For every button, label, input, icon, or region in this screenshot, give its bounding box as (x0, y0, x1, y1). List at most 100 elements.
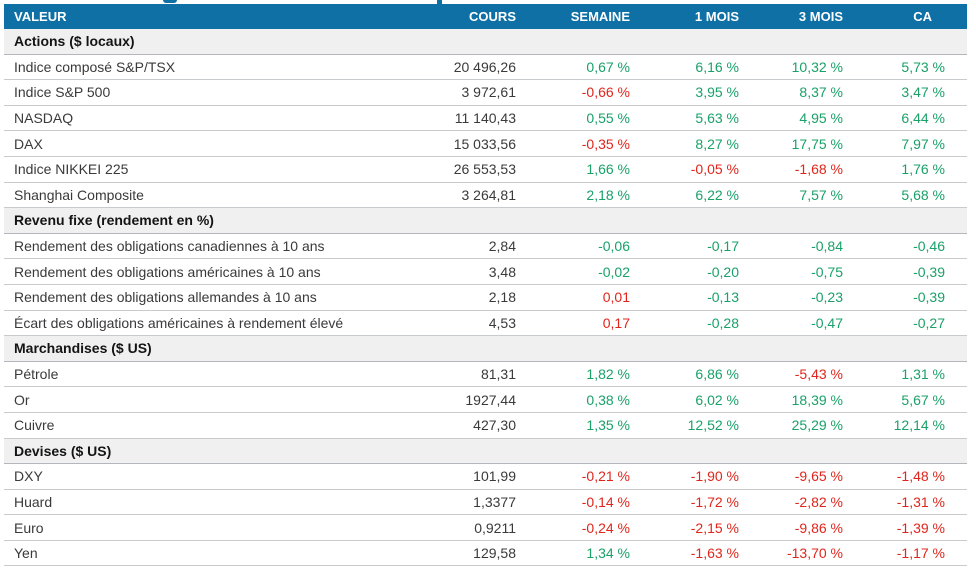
section-row: Actions ($ locaux) (4, 29, 967, 55)
row-label: Huard (4, 489, 434, 516)
change-value-semaine: -0,24 % (516, 514, 630, 541)
change-value-semaine: 1,66 % (516, 156, 630, 183)
row-label: Indice S&P 500 (4, 79, 434, 106)
table-row: Rendement des obligations canadiennes à … (4, 233, 967, 260)
section-row: Marchandises ($ US) (4, 335, 967, 362)
table-row: Euro 0,9211 -0,24 % -2,15 % -9,86 % -1,39 % (4, 514, 967, 541)
table-row: DAX 15 033,56 -0,35 % 8,27 % 17,75 % 7,97 % (4, 130, 967, 157)
change-value-3mois: -9,65 % (739, 463, 843, 490)
section-title: Marchandises ($ US) (4, 335, 967, 362)
change-value-ca: 1,31 % (843, 361, 967, 388)
table-row: Indice NIKKEI 225 26 553,53 1,66 % -0,05 % -… (4, 156, 967, 183)
table-row: DXY 101,99 -0,21 % -1,90 % -9,65 % -1,48 % (4, 463, 967, 490)
change-value-semaine: -0,21 % (516, 463, 630, 490)
change-value-1mois: -0,05 % (630, 156, 739, 183)
row-label: DXY (4, 463, 434, 490)
change-value-1mois: 6,16 % (630, 54, 739, 81)
change-value-semaine: 0,67 % (516, 54, 630, 81)
cours-value: 3 972,61 (434, 79, 516, 106)
row-label: DAX (4, 130, 434, 157)
change-value-semaine: 1,35 % (516, 412, 630, 439)
row-label: Or (4, 386, 434, 413)
change-value-ca: -1,48 % (843, 463, 967, 490)
change-value-ca: -0,46 (843, 233, 967, 260)
column-header-valeur: VALEUR (4, 4, 434, 29)
change-value-1mois: -2,15 % (630, 514, 739, 541)
change-value-ca: -0,39 (843, 258, 967, 285)
change-value-ca: -0,39 (843, 284, 967, 311)
cours-value: 81,31 (434, 361, 516, 388)
change-value-3mois: 4,95 % (739, 105, 843, 132)
cours-value: 1,3377 (434, 489, 516, 516)
row-label: Pétrole (4, 361, 434, 388)
table-row: Rendement des obligations américaines à … (4, 258, 967, 285)
cours-value: 4,53 (434, 310, 516, 337)
cropped-title-remnant (163, 0, 177, 3)
row-label: Indice composé S&P/TSX (4, 54, 434, 81)
column-header-1mois: 1 MOIS (630, 4, 739, 29)
change-value-ca: 5,73 % (843, 54, 967, 81)
change-value-semaine: -0,02 (516, 258, 630, 285)
table-row: Or 1927,44 0,38 % 6,02 % 18,39 % 5,67 % (4, 386, 967, 413)
cours-value: 2,18 (434, 284, 516, 311)
change-value-1mois: -0,17 (630, 233, 739, 260)
column-header-ca: CA (843, 4, 967, 29)
change-value-1mois: -0,13 (630, 284, 739, 311)
change-value-1mois: 6,02 % (630, 386, 739, 413)
row-label: Rendement des obligations américaines à … (4, 258, 434, 285)
change-value-3mois: -13,70 % (739, 540, 843, 567)
change-value-semaine: -0,06 (516, 233, 630, 260)
change-value-semaine: -0,66 % (516, 79, 630, 106)
cours-value: 3,48 (434, 258, 516, 285)
change-value-1mois: 8,27 % (630, 130, 739, 157)
column-header-3mois: 3 MOIS (739, 4, 843, 29)
change-value-ca: 5,68 % (843, 182, 967, 209)
change-value-3mois: -2,82 % (739, 489, 843, 516)
table-row: Shanghai Composite 3 264,81 2,18 % 6,22 % 7,… (4, 182, 967, 209)
change-value-ca: -1,17 % (843, 540, 967, 567)
change-value-3mois: -9,86 % (739, 514, 843, 541)
table-row: Écart des obligations américaines à rend… (4, 310, 967, 337)
cours-value: 0,9211 (434, 514, 516, 541)
change-value-semaine: 0,55 % (516, 105, 630, 132)
change-value-3mois: -0,23 (739, 284, 843, 311)
row-label: Rendement des obligations canadiennes à … (4, 233, 434, 260)
row-label: Yen (4, 540, 434, 567)
change-value-1mois: -0,20 (630, 258, 739, 285)
change-value-3mois: 8,37 % (739, 79, 843, 106)
change-value-3mois: 25,29 % (739, 412, 843, 439)
change-value-semaine: 1,34 % (516, 540, 630, 567)
row-label: Shanghai Composite (4, 182, 434, 209)
cours-value: 3 264,81 (434, 182, 516, 209)
row-label: Cuivre (4, 412, 434, 439)
table-row: Yen 129,58 1,34 % -1,63 % -13,70 % -1,17 % (4, 540, 967, 567)
cours-value: 26 553,53 (434, 156, 516, 183)
table-row: Pétrole 81,31 1,82 % 6,86 % -5,43 % 1,31 % (4, 361, 967, 388)
change-value-3mois: -5,43 % (739, 361, 843, 388)
change-value-semaine: 2,18 % (516, 182, 630, 209)
section-row: Devises ($ US) (4, 438, 967, 465)
change-value-semaine: -0,35 % (516, 130, 630, 157)
cours-value: 11 140,43 (434, 105, 516, 132)
cours-value: 20 496,26 (434, 54, 516, 81)
change-value-ca: -1,39 % (843, 514, 967, 541)
change-value-1mois: -1,90 % (630, 463, 739, 490)
section-title: Actions ($ locaux) (4, 29, 967, 55)
change-value-3mois: 17,75 % (739, 130, 843, 157)
change-value-1mois: 5,63 % (630, 105, 739, 132)
table-header-row: VALEUR COURS SEMAINE 1 MOIS 3 MOIS CA (4, 4, 967, 29)
section-title: Devises ($ US) (4, 438, 967, 465)
table-row: NASDAQ 11 140,43 0,55 % 5,63 % 4,95 % 6,44 % (4, 105, 967, 132)
change-value-ca: 7,97 % (843, 130, 967, 157)
section-title: Revenu fixe (rendement en %) (4, 207, 967, 234)
column-header-cours: COURS (434, 4, 516, 29)
change-value-3mois: -0,47 (739, 310, 843, 337)
change-value-3mois: -1,68 % (739, 156, 843, 183)
change-value-3mois: 18,39 % (739, 386, 843, 413)
change-value-semaine: 1,82 % (516, 361, 630, 388)
change-value-1mois: 6,86 % (630, 361, 739, 388)
change-value-ca: 6,44 % (843, 105, 967, 132)
row-label: Euro (4, 514, 434, 541)
cours-value: 15 033,56 (434, 130, 516, 157)
